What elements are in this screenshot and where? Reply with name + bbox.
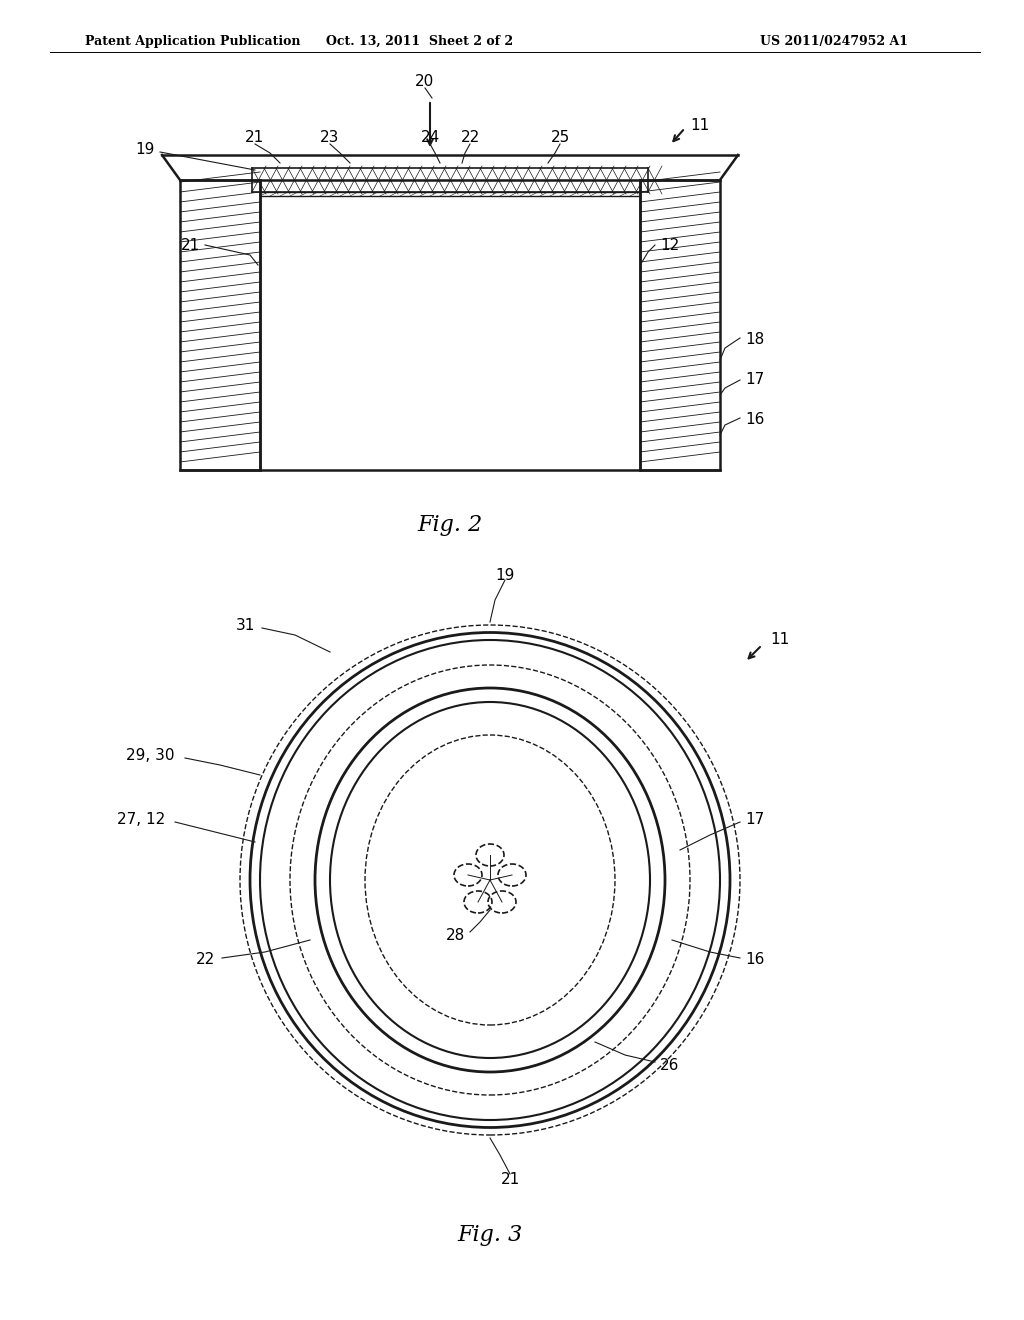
Text: 12: 12 (660, 238, 679, 252)
Text: 21: 21 (181, 238, 200, 252)
Text: US 2011/0247952 A1: US 2011/0247952 A1 (760, 36, 908, 48)
Text: 19: 19 (135, 143, 155, 157)
Text: 16: 16 (745, 953, 764, 968)
Bar (180, 180, 260, 470)
Text: 29, 30: 29, 30 (127, 747, 175, 763)
Text: 27, 12: 27, 12 (117, 813, 165, 828)
Text: 18: 18 (745, 333, 764, 347)
Text: Fig. 2: Fig. 2 (418, 513, 482, 536)
Text: 11: 11 (770, 632, 790, 648)
Text: 17: 17 (745, 372, 764, 388)
Text: 25: 25 (550, 131, 569, 145)
Bar (640, 180, 720, 470)
Text: Fig. 3: Fig. 3 (458, 1224, 522, 1246)
Text: 28: 28 (445, 928, 465, 942)
Text: 20: 20 (416, 74, 434, 90)
Text: Patent Application Publication: Patent Application Publication (85, 36, 300, 48)
Text: 31: 31 (236, 618, 255, 632)
Text: 23: 23 (321, 131, 340, 145)
Text: 17: 17 (745, 813, 764, 828)
Text: 24: 24 (421, 131, 439, 145)
Text: 19: 19 (496, 568, 515, 582)
Text: 21: 21 (501, 1172, 519, 1188)
Text: 21: 21 (246, 131, 264, 145)
Text: 22: 22 (461, 131, 479, 145)
Text: 22: 22 (196, 953, 215, 968)
Text: 26: 26 (660, 1057, 679, 1072)
Text: 16: 16 (745, 412, 764, 428)
Text: 11: 11 (690, 117, 710, 132)
Text: Oct. 13, 2011  Sheet 2 of 2: Oct. 13, 2011 Sheet 2 of 2 (327, 36, 514, 48)
